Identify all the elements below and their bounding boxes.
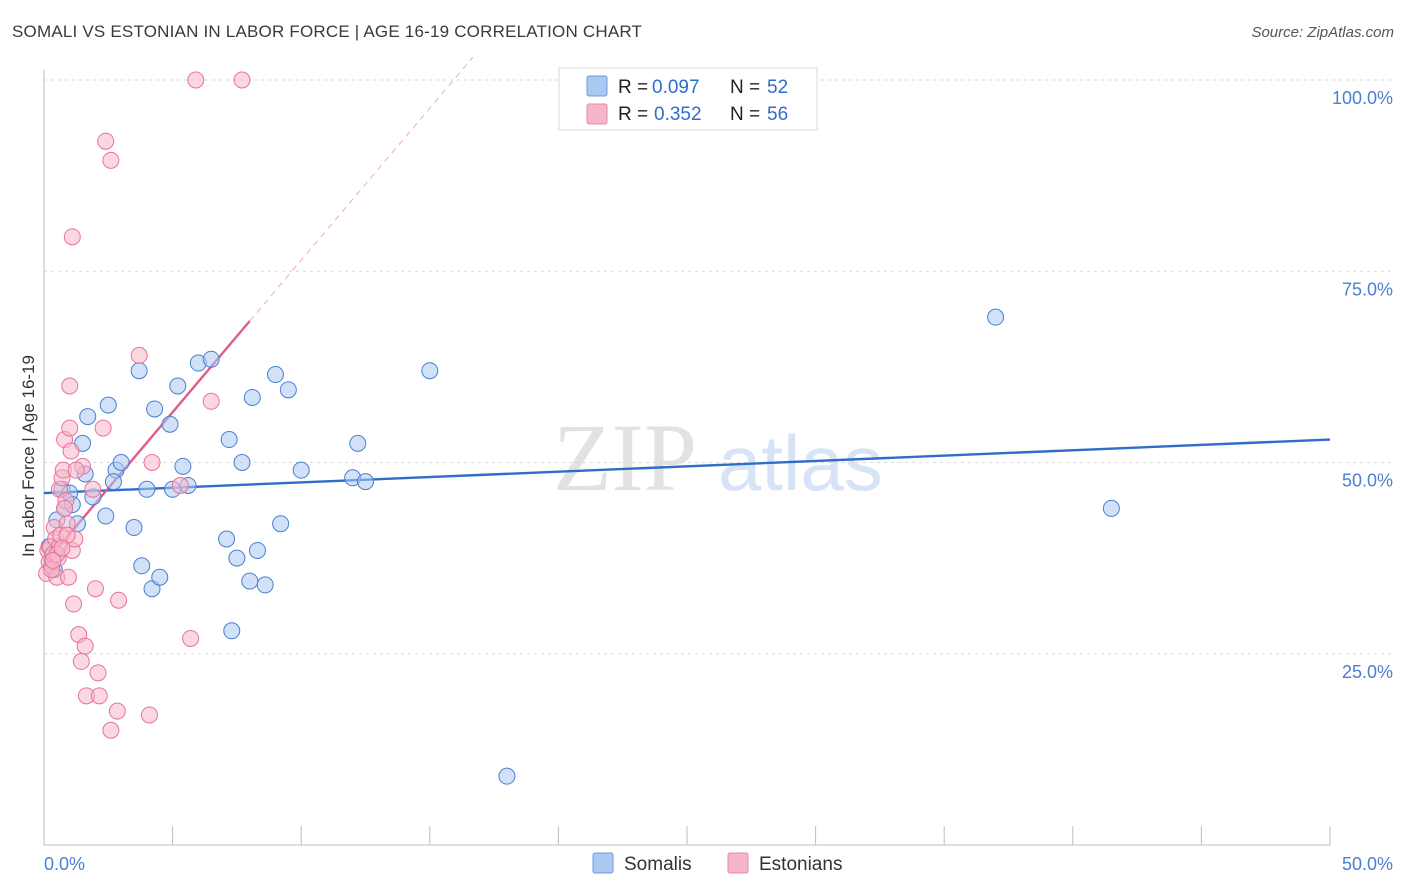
- point-somalis: [266, 366, 284, 384]
- point-somalis: [241, 572, 259, 590]
- point-somalis: [133, 557, 151, 575]
- point-estonians: [233, 71, 251, 89]
- point-somalis: [498, 767, 516, 785]
- point-somalis: [292, 461, 310, 479]
- point-somalis: [349, 434, 367, 452]
- legend-r-value-1: 0.097: [652, 77, 700, 98]
- point-somalis: [228, 549, 246, 567]
- point-estonians: [89, 664, 107, 682]
- bottom-legend-swatch-somalis: [592, 852, 614, 874]
- point-somalis: [202, 350, 220, 368]
- point-estonians: [63, 228, 81, 246]
- y-tick-labels: 25.0% 50.0% 75.0% 100.0%: [1332, 88, 1393, 682]
- point-somalis: [99, 396, 117, 414]
- point-somalis: [218, 530, 236, 548]
- point-estonians: [56, 499, 74, 517]
- point-estonians: [65, 595, 83, 613]
- gridlines: [44, 79, 1392, 655]
- legend-swatch-estonians: [586, 103, 608, 125]
- point-somalis: [161, 415, 179, 433]
- x-tick-label-min: 0.0%: [44, 854, 85, 874]
- trend-line-extension: [249, 56, 474, 322]
- point-somalis: [243, 388, 261, 406]
- chart-title: SOMALI VS ESTONIAN IN LABOR FORCE | AGE …: [12, 22, 643, 41]
- point-estonians: [67, 461, 85, 479]
- legend-n-label-1: N =: [730, 77, 760, 98]
- legend-r-label-2: R =: [618, 104, 648, 125]
- point-estonians: [130, 346, 148, 364]
- point-estonians: [62, 442, 80, 460]
- x-axis-ticks: [43, 826, 1331, 845]
- point-estonians: [171, 476, 189, 494]
- y-tick-label: 100.0%: [1332, 88, 1393, 108]
- point-somalis: [1102, 499, 1120, 517]
- point-somalis: [174, 457, 192, 475]
- point-somalis: [248, 541, 266, 559]
- point-estonians: [61, 419, 79, 437]
- legend-swatch-somalis: [586, 75, 608, 97]
- point-somalis: [421, 362, 439, 380]
- y-tick-label: 25.0%: [1342, 662, 1393, 682]
- point-somalis: [233, 454, 251, 471]
- bottom-legend-label-estonians: Estonians: [759, 854, 842, 875]
- point-estonians: [76, 637, 94, 655]
- point-somalis: [146, 400, 164, 418]
- bottom-legend-label-somalis: Somalis: [624, 854, 692, 875]
- point-somalis: [223, 622, 241, 640]
- point-estonians: [86, 580, 104, 598]
- point-somalis: [256, 576, 274, 594]
- point-estonians: [59, 568, 77, 586]
- y-axis-title: In Labor Force | Age 16-19: [19, 355, 38, 557]
- y-tick-label: 50.0%: [1342, 471, 1393, 491]
- legend-n-value-2: 56: [767, 104, 788, 125]
- point-somalis: [279, 381, 297, 399]
- point-estonians: [53, 539, 71, 557]
- point-estonians: [44, 551, 62, 569]
- point-somalis: [151, 568, 169, 586]
- point-estonians: [72, 652, 90, 670]
- point-estonians: [108, 702, 126, 720]
- legend-n-value-1: 52: [767, 77, 788, 98]
- bottom-legend-swatch-estonians: [727, 852, 749, 874]
- point-somalis: [130, 362, 148, 380]
- data-points: [38, 71, 1120, 785]
- bottom-legend: Somalis Estonians: [592, 852, 842, 875]
- x-tick-label-max: 50.0%: [1342, 854, 1393, 874]
- y-tick-label: 75.0%: [1342, 279, 1393, 299]
- point-estonians: [140, 706, 158, 724]
- legend-box: R = 0.097 N = 52 R = 0.352 N = 56: [558, 67, 818, 131]
- point-somalis: [104, 473, 122, 491]
- point-somalis: [112, 454, 130, 471]
- legend-n-label-2: N =: [730, 104, 760, 125]
- point-estonians: [84, 480, 102, 498]
- point-estonians: [182, 629, 200, 647]
- point-somalis: [97, 507, 115, 525]
- point-estonians: [102, 151, 120, 169]
- legend-r-value-2: 0.352: [654, 104, 702, 125]
- legend-r-label-1: R =: [618, 77, 648, 98]
- point-estonians: [97, 132, 115, 150]
- point-somalis: [79, 408, 97, 426]
- point-estonians: [94, 419, 112, 437]
- point-estonians: [90, 687, 108, 705]
- point-estonians: [110, 591, 128, 609]
- source-credit: Source: ZipAtlas.com: [1251, 24, 1394, 41]
- point-somalis: [272, 515, 290, 533]
- trend-line-somalis: [43, 438, 1331, 495]
- point-somalis: [220, 431, 238, 449]
- point-estonians: [102, 721, 120, 739]
- point-estonians: [143, 454, 161, 471]
- point-somalis: [987, 308, 1005, 326]
- point-somalis: [138, 480, 156, 498]
- point-estonians: [187, 71, 205, 89]
- point-somalis: [125, 519, 143, 537]
- watermark-zip: ZIP: [553, 404, 697, 511]
- point-estonians: [202, 392, 220, 410]
- point-somalis: [169, 377, 187, 395]
- point-somalis: [357, 473, 374, 491]
- point-estonians: [61, 377, 79, 395]
